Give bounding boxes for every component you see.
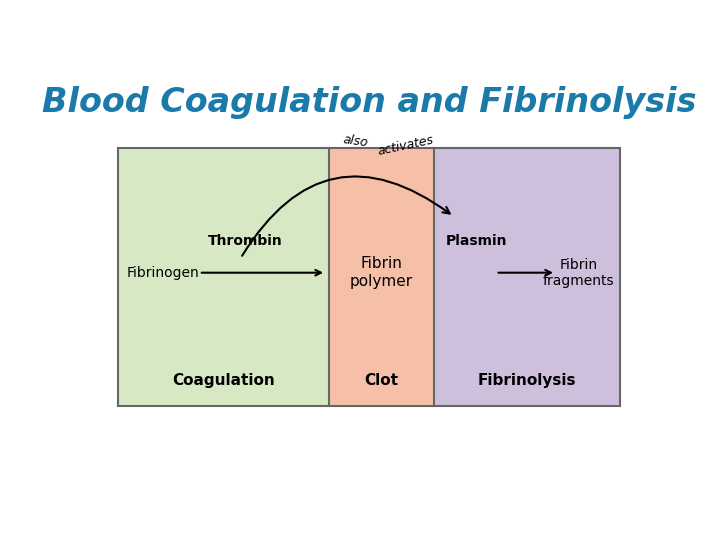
Text: also: also: [342, 133, 369, 150]
Bar: [329, 148, 434, 406]
Text: Coagulation: Coagulation: [172, 373, 275, 388]
Text: Blood Coagulation and Fibrinolysis: Blood Coagulation and Fibrinolysis: [42, 86, 696, 119]
Text: Plasmin: Plasmin: [446, 234, 507, 248]
Text: Clot: Clot: [364, 373, 399, 388]
Text: activates: activates: [376, 133, 434, 158]
Text: Thrombin: Thrombin: [208, 234, 283, 248]
Bar: [118, 148, 620, 406]
Text: Fibrin
fragments: Fibrin fragments: [543, 258, 615, 288]
FancyArrowPatch shape: [242, 177, 450, 256]
Text: Fibrin
polymer: Fibrin polymer: [350, 256, 413, 289]
Bar: [434, 148, 620, 406]
Bar: [118, 148, 329, 406]
Text: Fibrinogen: Fibrinogen: [126, 266, 199, 280]
Text: Fibrinolysis: Fibrinolysis: [478, 373, 577, 388]
